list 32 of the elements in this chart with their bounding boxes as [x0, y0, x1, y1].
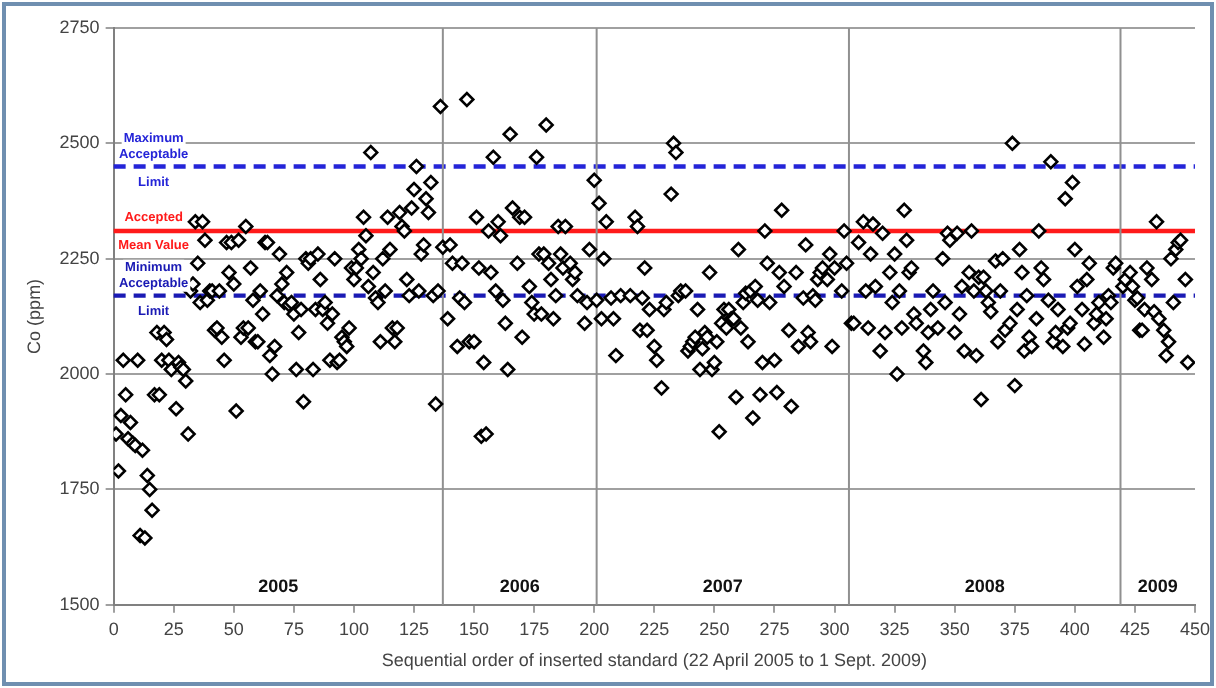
x-tick-label: 325 — [879, 618, 910, 639]
annotation: 2007 — [702, 575, 743, 596]
y-tick-label: 2500 — [59, 132, 100, 153]
x-tick-label: 200 — [579, 618, 610, 639]
x-tick-label: 25 — [163, 618, 184, 639]
x-tick-label: 400 — [1059, 618, 1090, 639]
y-tick-label: 2750 — [59, 16, 100, 37]
annotation: 2005 — [258, 575, 299, 596]
x-tick-label: 250 — [699, 618, 730, 639]
x-tick-label: 375 — [999, 618, 1030, 639]
x-tick-label: 275 — [759, 618, 790, 639]
x-axis-title: Sequential order of inserted standard (22 April 2005 to 1 Sept. 2009) — [381, 650, 927, 671]
x-tick-label: 300 — [819, 618, 850, 639]
y-tick-label: 1500 — [59, 593, 100, 614]
x-tick-label: 150 — [459, 618, 490, 639]
x-tick-label: 125 — [398, 618, 430, 639]
y-axis-title: Co (ppm) — [23, 278, 44, 354]
y-tick-label: 2250 — [59, 247, 100, 268]
annotation: 2009 — [1137, 575, 1178, 596]
annotation: 2008 — [964, 575, 1005, 596]
y-tick-label: 2000 — [59, 363, 100, 384]
x-tick-label: 450 — [1179, 618, 1211, 639]
x-tick-label: 50 — [223, 618, 244, 639]
x-tick-label: 100 — [338, 618, 369, 639]
x-tick-label: 0 — [108, 618, 119, 639]
x-tick-label: 225 — [639, 618, 670, 639]
x-tick-label: 425 — [1119, 618, 1150, 639]
x-tick-label: 350 — [939, 618, 970, 639]
annotation: 2006 — [499, 575, 540, 596]
y-tick-label: 1750 — [59, 478, 100, 499]
x-tick-label: 175 — [519, 618, 550, 639]
x-tick-label: 75 — [283, 618, 304, 639]
